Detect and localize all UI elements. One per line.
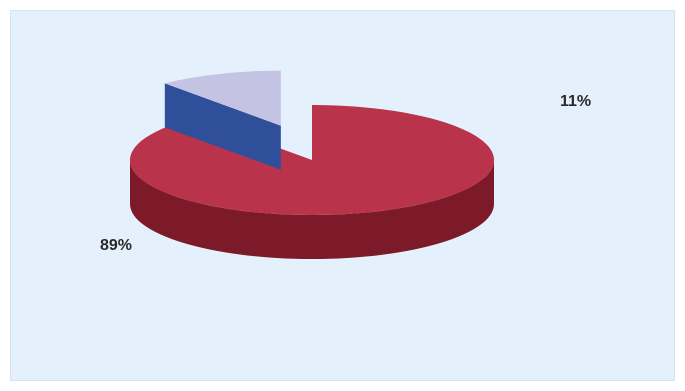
pie-slices (130, 70, 495, 259)
pie-slice-side-0 (130, 160, 494, 259)
slice-label-11: 11% (560, 93, 591, 110)
pie-slice-1 (164, 70, 281, 126)
pie-slice-cutface-1 (164, 83, 281, 170)
pie-labels: 89% 11% (100, 93, 591, 254)
slice-label-89: 89% (100, 237, 132, 254)
